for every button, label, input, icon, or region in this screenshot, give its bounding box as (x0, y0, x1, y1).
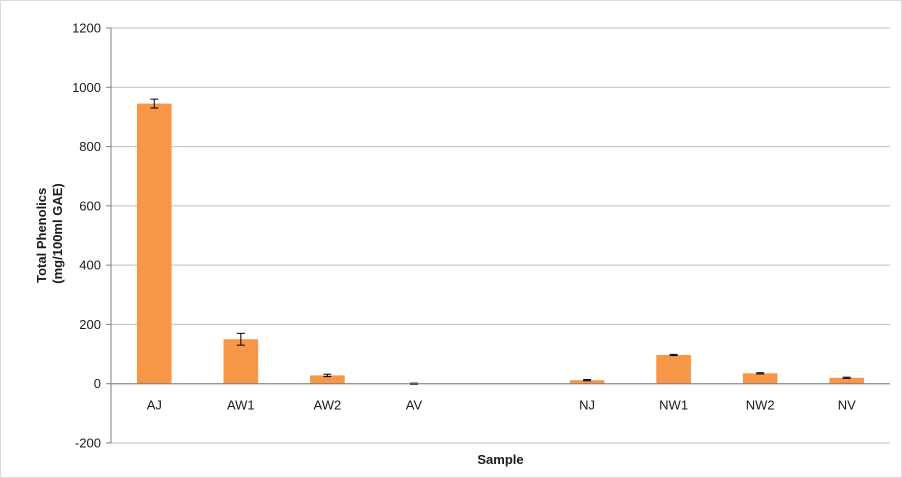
bar-series (136, 103, 865, 384)
y-tick-label: 600 (79, 198, 101, 213)
bar (310, 375, 345, 384)
error-bars (150, 98, 851, 385)
y-tick-label: 200 (79, 317, 101, 332)
y-axis-title: Total Phenolics (mg/100ml GAE) (34, 183, 65, 283)
y-axis-title-line2: (mg/100ml GAE) (50, 183, 65, 283)
y-tick-label: 400 (79, 258, 101, 273)
y-tick-label: 800 (79, 139, 101, 154)
x-tick-label: AJ (147, 398, 162, 413)
y-tick-label: 1200 (72, 21, 101, 36)
bar (829, 377, 865, 384)
x-tick-label: AW1 (227, 398, 255, 413)
bar (223, 339, 259, 384)
x-tick-label: NJ (579, 398, 595, 413)
x-tick-label: NV (838, 398, 856, 413)
x-tick-label: AW2 (314, 398, 342, 413)
bar (136, 103, 172, 384)
axes (110, 28, 890, 443)
y-tick-label: 0 (94, 376, 101, 391)
y-tick-label: 1000 (72, 80, 101, 95)
bar (569, 380, 605, 384)
y-axis-ticks: -200 0 200 400 600 800 1000 1200 (72, 21, 111, 451)
x-axis-ticks: AJ AW1 AW2 AV NJ NW1 NW2 NV (147, 398, 856, 413)
bar (656, 354, 691, 384)
x-tick-label: NW1 (659, 398, 688, 413)
y-axis-title-line1: Total Phenolics (34, 188, 49, 283)
bar (742, 373, 778, 384)
x-axis-title: Sample (477, 452, 523, 467)
x-tick-label: AV (406, 398, 423, 413)
y-tick-label: -200 (75, 436, 101, 451)
x-tick-label: NW2 (746, 398, 775, 413)
